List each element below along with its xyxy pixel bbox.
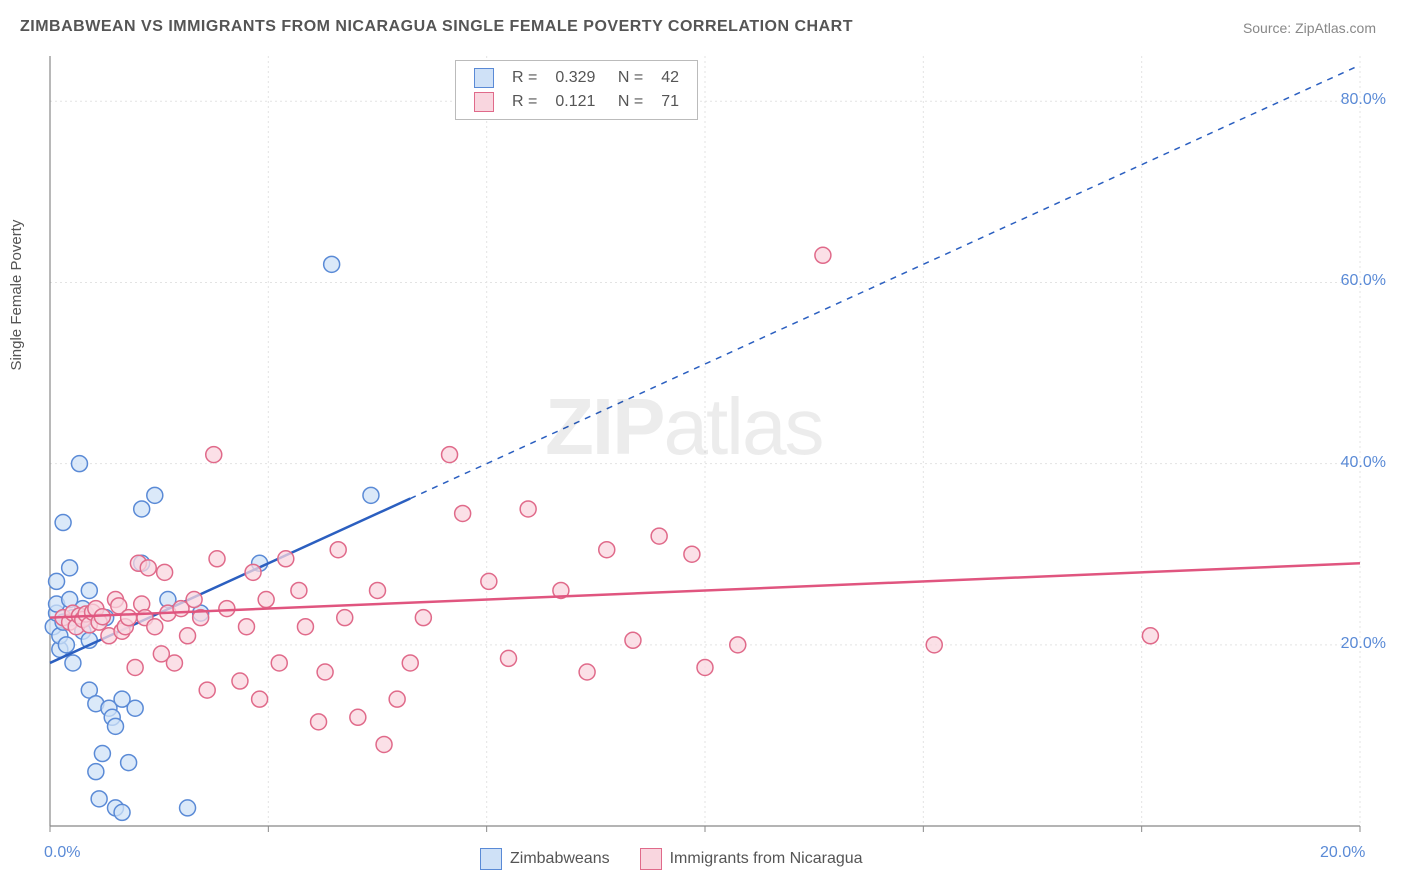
stat-n-value: 42 [653, 67, 687, 89]
stat-r-label: R = [504, 67, 545, 89]
stat-r-value: 0.121 [547, 91, 603, 113]
legend-swatch [474, 92, 494, 112]
stats-legend-box: R =0.329 N =42 R =0.121 N =71 [455, 60, 698, 120]
legend-swatch [640, 848, 662, 870]
series-legend: Zimbabweans Immigrants from Nicaragua [480, 848, 893, 870]
stat-r-value: 0.329 [547, 67, 603, 89]
y-tick-label: 80.0% [1341, 91, 1386, 109]
legend-series-label: Zimbabweans [510, 850, 610, 867]
y-tick-label: 60.0% [1341, 272, 1386, 290]
y-tick-label: 40.0% [1341, 454, 1386, 472]
legend-swatch [474, 68, 494, 88]
scatter-chart [0, 0, 1406, 892]
stat-n-value: 71 [653, 91, 687, 113]
x-tick-label: 20.0% [1320, 844, 1365, 862]
legend-series-label: Immigrants from Nicaragua [670, 850, 863, 867]
stat-r-label: R = [504, 91, 545, 113]
y-tick-label: 20.0% [1341, 635, 1386, 653]
legend-swatch [480, 848, 502, 870]
stat-n-label: N = [605, 91, 651, 113]
stat-n-label: N = [605, 67, 651, 89]
x-tick-label: 0.0% [44, 844, 80, 862]
